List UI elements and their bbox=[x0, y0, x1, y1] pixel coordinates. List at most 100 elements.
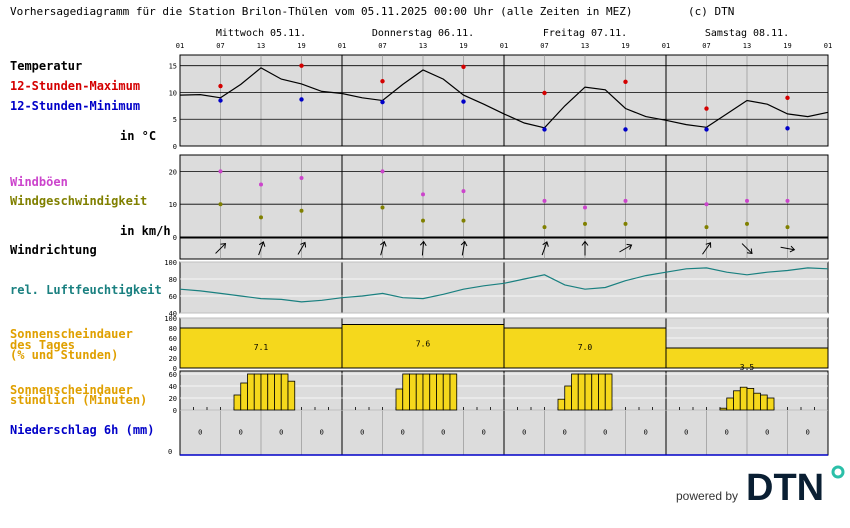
y-tick-label: 0 bbox=[173, 407, 177, 415]
sunshine-hourly-bar bbox=[719, 407, 728, 411]
sunshine-hourly-bar bbox=[260, 373, 269, 411]
hour-tick-label: 01 bbox=[824, 42, 832, 50]
sunshine-hourly-bar bbox=[726, 397, 734, 411]
y-tick-label: 40 bbox=[169, 383, 177, 391]
arrow-head bbox=[789, 245, 796, 253]
arrow-head bbox=[419, 240, 427, 247]
wind-direction-arrow bbox=[419, 240, 427, 256]
y-tick-label: 5 bbox=[173, 116, 177, 124]
y-tick-label: 20 bbox=[169, 395, 177, 403]
sunshine-daily-label: 7.6 bbox=[416, 340, 431, 349]
humidity-line bbox=[179, 267, 829, 303]
precip-value-label: 0 bbox=[806, 429, 810, 437]
arrow-head bbox=[258, 241, 266, 247]
windspeed-point bbox=[299, 208, 304, 213]
arrow-head bbox=[220, 242, 227, 249]
sunshine-hourly-bar bbox=[240, 382, 248, 411]
arrow-shaft bbox=[780, 246, 795, 251]
arrow-shaft bbox=[258, 241, 264, 256]
arrow-shaft bbox=[741, 243, 753, 254]
hour-tick-label: 19 bbox=[459, 42, 467, 50]
copyright-label: (c) DTN bbox=[688, 5, 734, 18]
label-precip: Niederschlag 6h (mm) bbox=[10, 423, 155, 437]
y-tick-label: 100 bbox=[164, 259, 177, 267]
y-tick-label: 60 bbox=[169, 335, 177, 343]
sunshine-hourly-bar bbox=[449, 373, 458, 411]
gust-point bbox=[623, 198, 628, 203]
gust-point bbox=[745, 198, 749, 203]
sunshine-daily-label: 7.1 bbox=[254, 343, 269, 352]
arrow-head bbox=[380, 240, 387, 247]
sunshine-hourly-bar bbox=[760, 394, 768, 411]
arrow-shaft bbox=[215, 243, 226, 254]
label-gusts: Windböen bbox=[10, 175, 68, 189]
label-sun-hourly-2: stündlich (Minuten) bbox=[10, 393, 147, 407]
sunshine-hourly-bar bbox=[564, 385, 572, 411]
arrow-head bbox=[626, 243, 633, 250]
hour-tick-label: 13 bbox=[743, 42, 751, 50]
hour-tick-label: 07 bbox=[378, 42, 386, 50]
label-humidity: rel. Luftfeuchtigkeit bbox=[10, 283, 162, 297]
y-tick-label: 0 bbox=[173, 143, 177, 151]
day-label: Donnerstag 06.11. bbox=[372, 28, 474, 39]
gust-point bbox=[785, 198, 790, 203]
min-temp-point bbox=[218, 98, 223, 103]
y-tick-label: 20 bbox=[169, 168, 177, 176]
sunshine-hourly-bar bbox=[274, 373, 282, 411]
precip-value-label: 0 bbox=[644, 429, 648, 437]
label-temperature: Temperatur bbox=[10, 59, 82, 73]
precip-value-label: 0 bbox=[482, 429, 486, 437]
hour-tick-label: 19 bbox=[297, 42, 305, 50]
hour-tick-label: 13 bbox=[257, 42, 265, 50]
wind-direction-arrow bbox=[702, 242, 712, 255]
day-label: Samstag 08.11. bbox=[705, 28, 789, 39]
label-max12: 12-Stunden-Maximum bbox=[10, 79, 140, 93]
windspeed-point bbox=[380, 205, 385, 210]
diagram-title: Vorhersagediagramm für die Station Brilo… bbox=[10, 5, 633, 18]
precip-value-label: 0 bbox=[198, 429, 202, 437]
wind-direction-arrow bbox=[215, 242, 227, 254]
gust-point bbox=[421, 192, 425, 197]
label-sun-hourly-1: Sonnenscheindauer bbox=[10, 383, 133, 397]
arrow-head bbox=[542, 241, 549, 247]
dtn-logo-dot bbox=[831, 465, 845, 479]
arrow-shaft bbox=[541, 241, 548, 256]
arrow-head bbox=[300, 241, 307, 248]
max-temp-point bbox=[785, 95, 790, 101]
powered-by-label: powered by bbox=[676, 489, 738, 503]
windspeed-point bbox=[785, 225, 790, 230]
y-tick-label: 60 bbox=[169, 293, 177, 301]
sunshine-hourly-bar bbox=[598, 373, 606, 411]
sunshine-hourly-bar bbox=[584, 373, 593, 411]
min-temp-point bbox=[380, 99, 385, 105]
sunshine-hourly-bar bbox=[402, 373, 410, 411]
sunshine-hourly-bar bbox=[409, 373, 417, 411]
precip-value-label: 0 bbox=[522, 429, 526, 437]
sunshine-hourly-bar bbox=[247, 373, 255, 411]
min-temp-point bbox=[299, 97, 304, 102]
windspeed-point bbox=[704, 225, 709, 230]
gust-point bbox=[461, 189, 466, 194]
windspeed-point bbox=[259, 215, 263, 220]
max-temp-point bbox=[218, 83, 223, 89]
sunshine-hourly-bar bbox=[395, 388, 404, 411]
wind-direction-arrow bbox=[460, 240, 468, 256]
gust-point bbox=[299, 175, 304, 180]
max-temp-point bbox=[461, 64, 466, 69]
sunshine-daily-bar bbox=[179, 327, 343, 369]
sunshine-hourly-bar bbox=[604, 373, 613, 411]
sunshine-hourly-bar bbox=[422, 373, 431, 411]
max-temp-point bbox=[704, 106, 709, 111]
precip-value-label: 0 bbox=[239, 429, 243, 437]
max-temp-point bbox=[623, 79, 628, 84]
arrow-shaft bbox=[421, 241, 425, 256]
label-sun-daily-1: Sonnenscheindauer bbox=[10, 327, 133, 341]
y-tick-label: 100 bbox=[164, 315, 177, 323]
hour-tick-label: 01 bbox=[338, 42, 346, 50]
windspeed-point bbox=[623, 221, 628, 226]
hour-tick-label: 19 bbox=[783, 42, 791, 50]
wind-direction-arrow bbox=[780, 245, 796, 253]
arrow-shaft bbox=[619, 244, 632, 253]
min-temp-point bbox=[542, 127, 547, 132]
